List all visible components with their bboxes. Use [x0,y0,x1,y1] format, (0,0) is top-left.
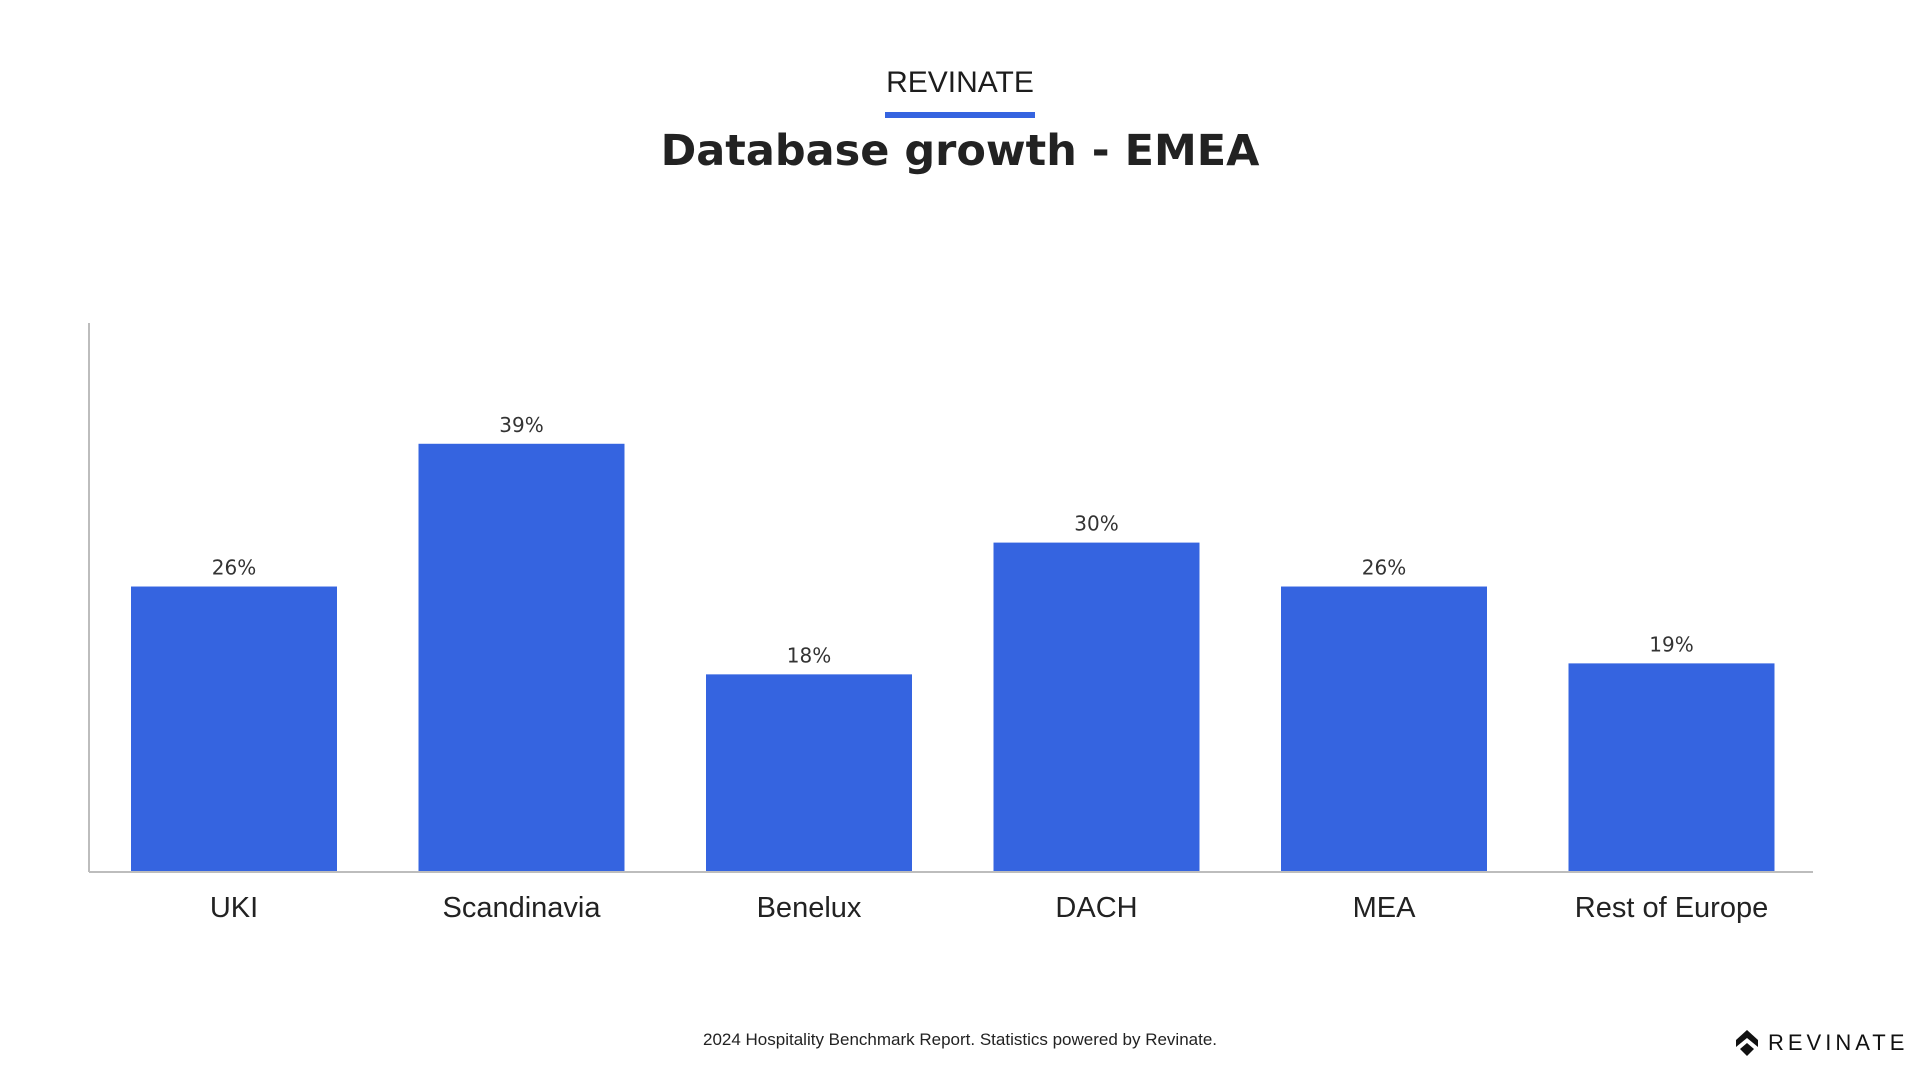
data-label: 30% [1074,512,1118,536]
category-label: Benelux [757,892,862,924]
category-label: MEA [1353,892,1417,924]
footer-text: 2024 Hospitality Benchmark Report. Stati… [702,1030,1218,1049]
bar-chart: 26% UKI 39% Scandinavia 18% Benelux 30% DACH 26%… [88,323,1813,924]
bar-scandinavia [418,443,625,872]
bar-uki [131,586,337,872]
revinate-logo-icon [1736,1030,1758,1056]
data-label: 26% [1362,556,1406,580]
data-label: 26% [212,556,256,580]
bar-dach [993,542,1200,872]
bar-benelux [706,674,912,872]
category-label: Rest of Europe [1575,892,1768,924]
data-label: 39% [499,413,543,437]
category-label: DACH [1055,892,1137,924]
bar-mea [1281,586,1487,872]
category-label: Scandinavia [443,892,602,924]
data-label: 19% [1649,632,1693,656]
logo-text: REVINATE [1768,1030,1909,1055]
category-label: UKI [210,892,258,924]
chart-title: Database growth - EMEA [660,126,1260,176]
brand-heading: REVINATE [886,66,1034,99]
bar-rest-of-europe [1568,663,1775,872]
data-label: 18% [787,643,831,667]
brand-underline [885,112,1035,118]
revinate-logo: REVINATE [1736,1030,1908,1056]
